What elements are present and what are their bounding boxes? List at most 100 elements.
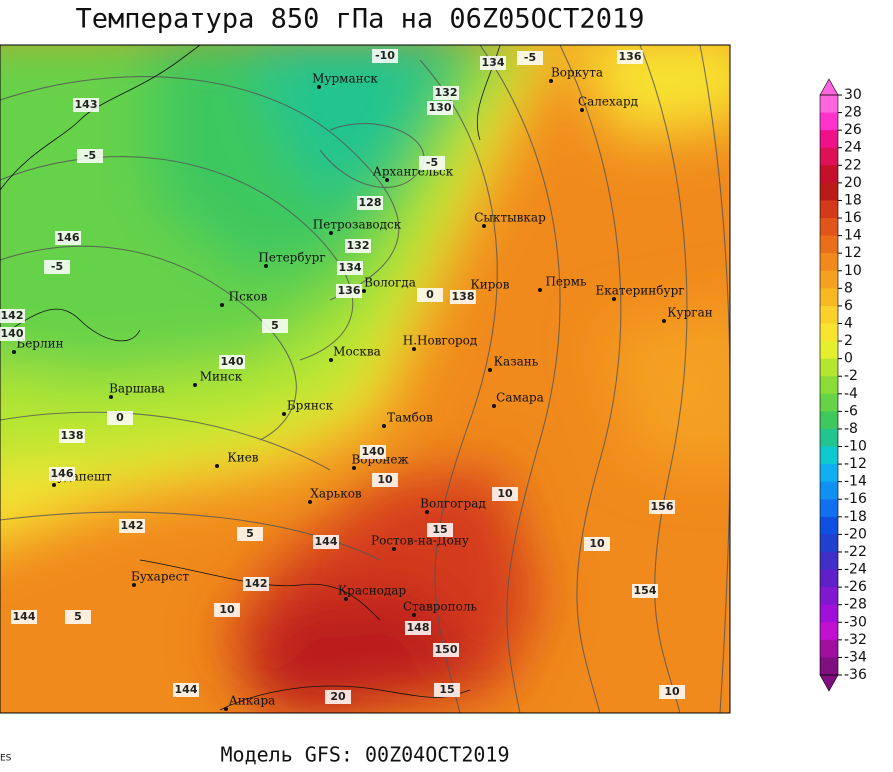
colorbar-segment <box>820 147 838 166</box>
colorbar-label: -16 <box>844 491 867 507</box>
city-label: Берлин <box>16 337 63 351</box>
city-marker <box>482 224 486 228</box>
contour-label: 134 <box>339 261 362 274</box>
contour-label-box <box>325 690 351 704</box>
contour-label: 144 <box>315 535 338 548</box>
colorbar-label: 12 <box>844 245 862 261</box>
city-label: Брянск <box>287 399 334 413</box>
contour-label: 20 <box>330 690 346 703</box>
contour-label-box <box>55 231 81 245</box>
contour-label-box <box>659 685 685 699</box>
city-marker <box>12 350 16 354</box>
colorbar-segment <box>820 305 838 324</box>
colorbar-segment <box>820 130 838 149</box>
colorbar-segment <box>820 657 838 676</box>
colorbar-label: -6 <box>844 403 858 419</box>
colorbar-label: 4 <box>844 315 853 331</box>
city-marker <box>580 108 584 112</box>
colorbar-segment <box>820 358 838 377</box>
colorbar-segment <box>820 604 838 623</box>
contour-label-box <box>433 643 459 657</box>
contour-label-box <box>0 309 25 323</box>
colorbar-top-arrow <box>819 78 839 96</box>
city-marker <box>488 368 492 372</box>
city-label: Бухарест <box>131 570 189 584</box>
colorbar-label: 22 <box>844 157 862 173</box>
contour-label-box <box>59 429 85 443</box>
contour-label: 10 <box>589 537 605 550</box>
contour-label-box <box>73 98 99 112</box>
contour-label-box <box>173 683 199 697</box>
colorbar-label: 16 <box>844 210 862 226</box>
colorbar-segment <box>820 622 838 641</box>
contour-label-box <box>617 50 643 64</box>
contour-label: 144 <box>175 683 198 696</box>
city-marker <box>425 510 429 514</box>
city-label: Анкара <box>229 694 276 708</box>
contour-label: -5 <box>84 149 96 162</box>
corner-label: ES <box>0 754 12 764</box>
contour-label: 132 <box>435 86 458 99</box>
model-footer: Модель GFS: 00Z04OCT2019 <box>221 743 510 767</box>
colorbar-label: 2 <box>844 333 853 349</box>
contour-label-box <box>345 239 371 253</box>
contour-label-box <box>360 445 386 459</box>
contour-label-box <box>405 621 431 635</box>
contour-label: -5 <box>51 260 63 273</box>
city-label: Москва <box>333 345 381 359</box>
city-marker <box>329 358 333 362</box>
contour-label-box <box>337 261 363 275</box>
city-label: Петербург <box>258 251 325 265</box>
city-marker <box>382 424 386 428</box>
contour-label-box <box>372 473 398 487</box>
city-marker <box>52 483 56 487</box>
contour-label-box <box>433 86 459 100</box>
colorbar-segment <box>820 534 838 553</box>
city-marker <box>412 347 416 351</box>
map-area <box>0 45 730 713</box>
city-marker <box>317 85 321 89</box>
colorbar-label: 30 <box>844 87 862 103</box>
city-marker <box>538 288 542 292</box>
city-label: Сыктывкар <box>474 211 546 225</box>
colorbar-segment <box>820 182 838 201</box>
city-label: Петрозаводск <box>313 218 402 232</box>
contour-label: 148 <box>407 621 430 634</box>
colorbar-label: -26 <box>844 579 867 595</box>
contour-label: 138 <box>452 290 475 303</box>
contour-label: 156 <box>651 500 674 513</box>
colorbar-segment <box>820 376 838 395</box>
contour-label-box <box>480 56 506 70</box>
colorbar-label: 20 <box>844 175 862 191</box>
contour-label-box <box>219 355 245 369</box>
colorbar-segment <box>820 253 838 272</box>
contour-label: 5 <box>246 527 254 540</box>
colorbar-segment <box>820 587 838 606</box>
contour-label-box <box>417 288 443 302</box>
city-label: Пермь <box>545 275 587 289</box>
contour-label: 10 <box>497 487 513 500</box>
contour-label: 134 <box>482 56 505 69</box>
contour-label: 136 <box>338 284 361 297</box>
contour-label: 5 <box>74 610 82 623</box>
contour-label: 142 <box>1 309 24 322</box>
city-label: Ставрополь <box>403 600 477 614</box>
contour-label-box <box>427 523 453 537</box>
colorbar-segment <box>820 481 838 500</box>
city-marker <box>308 500 312 504</box>
colorbar-label: -8 <box>844 421 858 437</box>
colorbar-label: 28 <box>844 105 862 121</box>
colorbar-segment <box>820 218 838 237</box>
colorbar-label: 6 <box>844 298 853 314</box>
colorbar-label: 14 <box>844 228 862 244</box>
contour-label: 10 <box>219 603 235 616</box>
contour-label-box <box>434 683 460 697</box>
colorbar-segment <box>820 411 838 430</box>
city-marker <box>662 319 666 323</box>
contour-label: 10 <box>377 473 393 486</box>
city-label: Ростов-на-Дону <box>371 534 469 548</box>
colorbar-label: 18 <box>844 192 862 208</box>
city-label: Тамбов <box>387 411 433 425</box>
contour-label: 143 <box>75 98 98 111</box>
